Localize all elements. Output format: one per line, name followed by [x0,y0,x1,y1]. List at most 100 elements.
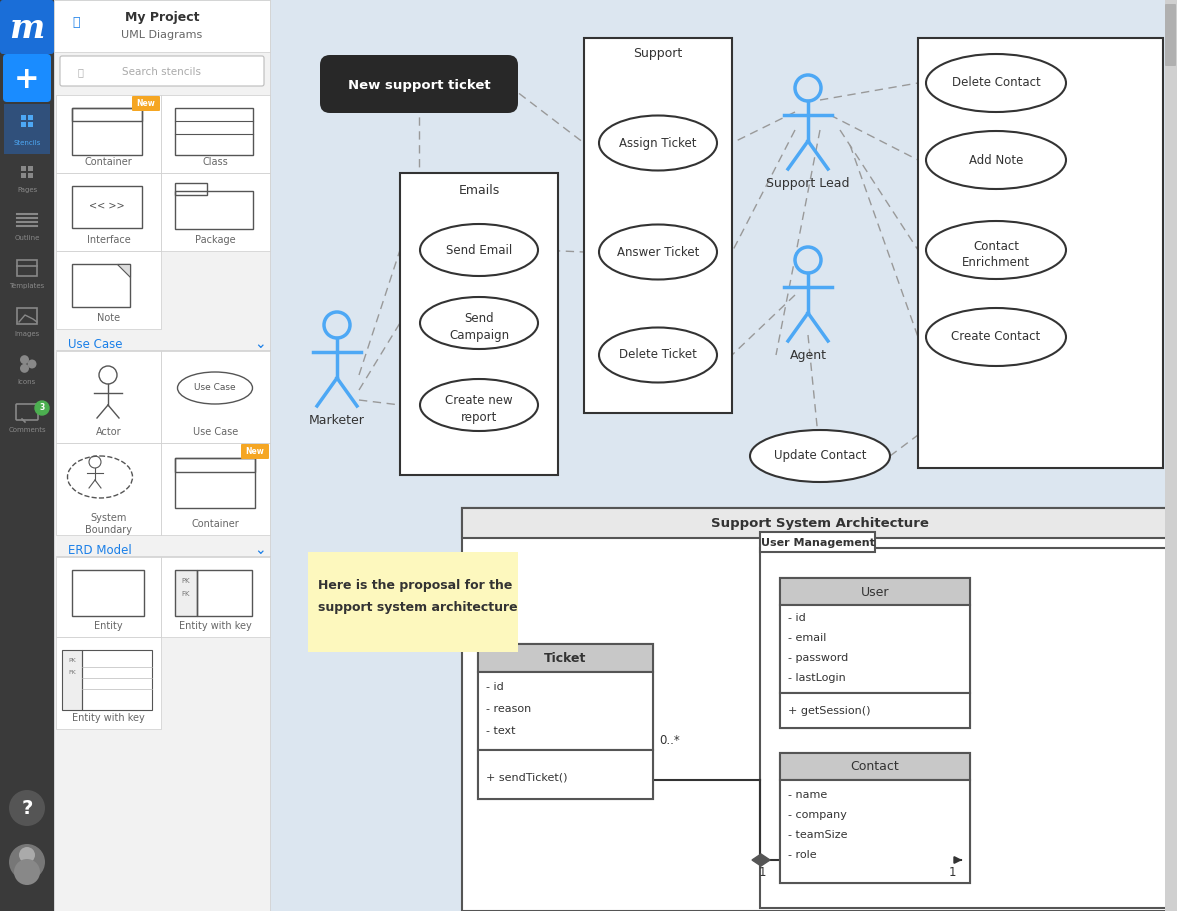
FancyBboxPatch shape [1165,4,1176,66]
Text: Contact: Contact [851,761,899,773]
Text: - email: - email [787,633,826,643]
Text: Class: Class [202,157,228,167]
Text: - reason: - reason [486,704,531,714]
FancyBboxPatch shape [56,251,161,329]
Circle shape [20,363,29,373]
Text: 0..*: 0..* [659,733,680,746]
FancyBboxPatch shape [28,166,33,171]
Text: Templates: Templates [9,283,45,289]
Text: User: User [860,586,890,599]
Text: + getSession(): + getSession() [787,706,871,716]
Text: Note: Note [97,313,120,323]
FancyBboxPatch shape [21,166,26,171]
FancyBboxPatch shape [0,0,54,911]
Text: FK: FK [68,670,75,674]
Text: +: + [14,65,40,94]
Text: FK: FK [181,591,191,597]
FancyBboxPatch shape [918,38,1163,468]
Circle shape [14,859,40,885]
FancyBboxPatch shape [780,780,970,883]
Text: PK: PK [68,659,75,663]
FancyBboxPatch shape [478,750,653,799]
Text: Container: Container [85,157,132,167]
Text: New: New [137,99,155,108]
Text: Add Note: Add Note [969,153,1023,167]
FancyBboxPatch shape [584,38,732,413]
Text: Here is the proposal for the: Here is the proposal for the [318,578,512,591]
Text: - text: - text [486,726,516,736]
FancyBboxPatch shape [62,650,82,710]
FancyBboxPatch shape [161,351,270,443]
Text: User Management: User Management [762,538,875,548]
Text: Stencils: Stencils [13,140,41,146]
Text: Campaign: Campaign [448,329,510,342]
FancyBboxPatch shape [400,173,558,475]
FancyBboxPatch shape [463,508,1177,538]
FancyBboxPatch shape [780,753,970,883]
FancyBboxPatch shape [760,532,875,552]
Text: Contact: Contact [973,240,1019,252]
Circle shape [35,401,49,415]
Text: Package: Package [195,235,235,245]
FancyBboxPatch shape [161,173,270,251]
FancyBboxPatch shape [241,444,270,459]
Text: Actor: Actor [95,427,121,437]
FancyBboxPatch shape [161,557,270,637]
FancyBboxPatch shape [463,508,1177,911]
Ellipse shape [599,116,717,170]
FancyBboxPatch shape [320,55,518,113]
Text: - teamSize: - teamSize [787,830,847,840]
Text: New: New [246,447,265,456]
Text: My Project: My Project [125,11,199,24]
Circle shape [19,847,35,863]
Text: Support System Architecture: Support System Architecture [711,517,929,530]
FancyBboxPatch shape [270,0,1177,911]
Text: 1: 1 [949,865,956,878]
Text: Container: Container [192,519,239,529]
FancyBboxPatch shape [4,104,49,154]
Text: support system architecture: support system architecture [318,601,518,615]
FancyBboxPatch shape [1165,0,1177,911]
Ellipse shape [926,221,1066,279]
Circle shape [20,355,29,364]
Text: Enrichment: Enrichment [962,255,1030,269]
Text: Use Case: Use Case [193,427,238,437]
Text: Entity with key: Entity with key [179,621,252,631]
Text: Use Case: Use Case [68,337,122,351]
Text: 🔍: 🔍 [77,67,82,77]
Ellipse shape [926,131,1066,189]
Text: Comments: Comments [8,427,46,433]
Text: Delete Contact: Delete Contact [952,77,1040,89]
Text: Entity: Entity [94,621,122,631]
Ellipse shape [599,224,717,280]
Circle shape [9,844,45,880]
Text: Update Contact: Update Contact [773,449,866,463]
Text: Ticket: Ticket [544,652,586,666]
Text: Search stencils: Search stencils [122,67,201,77]
Ellipse shape [420,297,538,349]
FancyBboxPatch shape [780,693,970,728]
Text: ⌄: ⌄ [254,543,266,557]
FancyBboxPatch shape [21,115,26,120]
Text: 3: 3 [39,404,45,413]
Text: Create new: Create new [445,394,513,407]
FancyBboxPatch shape [478,644,653,672]
Text: ⌄: ⌄ [254,337,266,351]
FancyBboxPatch shape [760,548,1172,908]
Text: Answer Ticket: Answer Ticket [617,245,699,259]
FancyBboxPatch shape [4,54,51,102]
Ellipse shape [599,327,717,383]
Text: - role: - role [787,850,817,860]
Ellipse shape [420,224,538,276]
FancyBboxPatch shape [54,0,270,911]
FancyBboxPatch shape [54,0,270,52]
FancyBboxPatch shape [56,351,161,443]
Text: Support: Support [633,47,683,60]
Text: UML Diagrams: UML Diagrams [121,30,202,40]
Text: System
Boundary: System Boundary [85,513,132,535]
Ellipse shape [420,379,538,431]
FancyBboxPatch shape [175,570,197,616]
FancyBboxPatch shape [780,578,970,605]
Text: Outline: Outline [14,235,40,241]
Text: ?: ? [21,799,33,817]
